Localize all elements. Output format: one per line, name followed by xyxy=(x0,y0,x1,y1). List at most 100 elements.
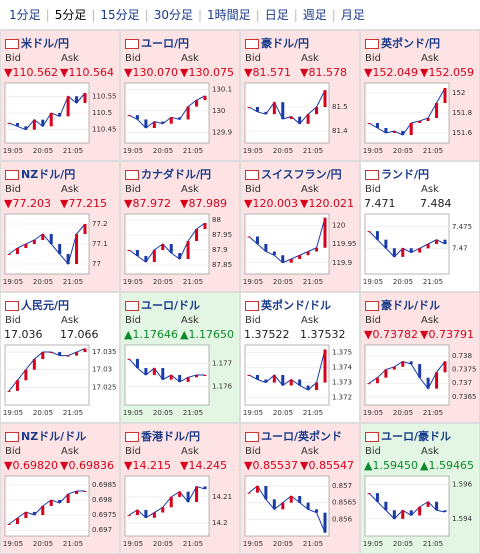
tab[interactable]: 1分足 xyxy=(9,8,41,22)
pair-title[interactable]: ユーロ/ドル xyxy=(125,297,200,313)
pair-title[interactable]: 英ポンド/円 xyxy=(365,35,440,51)
pair-title[interactable]: 豪ドル/ドル xyxy=(365,297,440,313)
candle xyxy=(24,512,28,518)
candle xyxy=(186,241,190,259)
candle xyxy=(178,253,182,259)
candle xyxy=(178,375,182,382)
trend-mark: ▲ xyxy=(180,328,189,341)
pair-title[interactable]: NZドル/ドル xyxy=(5,428,86,444)
candle xyxy=(247,375,251,376)
candle xyxy=(135,250,139,256)
candle xyxy=(418,248,422,253)
pair-title[interactable]: NZドル/円 xyxy=(5,166,75,182)
mini-chart: 110.55 110.5 110.45 19:05 20:05 21:05 xyxy=(3,82,117,155)
y-tick-label: 14.2 xyxy=(212,519,228,527)
tab[interactable]: 5分足 xyxy=(54,8,87,22)
pair-title[interactable]: 米ドル/円 xyxy=(5,35,69,51)
candle xyxy=(247,492,251,494)
candle xyxy=(195,229,199,241)
tab[interactable]: 日足 xyxy=(264,8,289,22)
bid-number: 130.070 xyxy=(132,66,178,79)
pair-title[interactable]: 人民元/円 xyxy=(5,297,69,313)
pair-title[interactable]: スイスフラン/円 xyxy=(245,166,342,182)
mini-chart: 0.738 0.7375 0.737 0.7365 19:05 20:05 21:05 xyxy=(363,344,477,417)
rate-tile: ユーロ/円 Bid Ask ▼130.070 ▼130.075 130.1 130 129.9… xyxy=(120,30,240,161)
bid-label: Bid xyxy=(5,53,21,64)
candle xyxy=(281,102,285,119)
trend-mark: ▼ xyxy=(364,328,373,341)
tab[interactable]: 15分足 xyxy=(100,8,140,22)
ask-value: 7.484 xyxy=(420,197,452,210)
candle xyxy=(49,234,53,244)
price-line xyxy=(248,217,326,264)
y-tick-label: 130.1 xyxy=(212,85,232,93)
candle xyxy=(298,496,302,503)
candle xyxy=(203,223,207,229)
tab[interactable]: 30分足 xyxy=(153,8,193,22)
candle xyxy=(443,361,447,373)
x-tick-label: 21:05 xyxy=(423,540,443,548)
x-tick-label: 21:05 xyxy=(63,409,83,417)
pair-title[interactable]: カナダドル/円 xyxy=(125,166,211,182)
pair-title[interactable]: ユーロ/豪ドル xyxy=(365,428,451,444)
candle xyxy=(298,255,302,259)
ask-value: ▼120.021 xyxy=(300,197,354,210)
x-tick-label: 21:05 xyxy=(303,147,323,155)
ask-value: ▼77.215 xyxy=(60,197,107,210)
candle xyxy=(186,106,190,120)
separator: | xyxy=(45,7,50,22)
bid-number: 0.69820 xyxy=(12,459,58,472)
x-tick-label: 21:05 xyxy=(63,147,83,155)
x-tick-label: 20:05 xyxy=(273,409,293,417)
bid-value: ▼0.85537 xyxy=(244,459,298,472)
y-tick-label: 0.8565 xyxy=(332,499,357,507)
trend-mark: ▼ xyxy=(300,197,309,210)
ask-label: Ask xyxy=(181,446,199,457)
pair-name: 米ドル/円 xyxy=(21,37,70,50)
price-line xyxy=(368,360,446,390)
ask-value: ▼81.578 xyxy=(300,66,347,79)
ask-number: 81.578 xyxy=(308,66,347,79)
candle xyxy=(264,379,268,383)
mini-chart: 152 151.8 151.6 19:05 20:05 21:05 xyxy=(363,82,473,155)
x-tick-label: 19:05 xyxy=(123,278,143,286)
plot-area xyxy=(4,475,90,537)
y-tick-label: 0.738 xyxy=(452,352,472,360)
candle xyxy=(306,385,310,390)
x-tick-label: 21:05 xyxy=(423,278,443,286)
bid-number: 152.049 xyxy=(372,66,418,79)
candle xyxy=(426,244,430,249)
x-tick-label: 19:05 xyxy=(243,540,263,548)
tab[interactable]: 月足 xyxy=(340,8,365,22)
x-tick-label: 21:05 xyxy=(183,540,203,548)
candle xyxy=(426,377,430,389)
x-tick-label: 19:05 xyxy=(123,147,143,155)
pair-title[interactable]: ユーロ/英ポンド xyxy=(245,428,342,444)
tab[interactable]: 週足 xyxy=(302,8,327,22)
pair-title[interactable]: 豪ドル/円 xyxy=(245,35,309,51)
ask-number: 152.059 xyxy=(428,66,474,79)
candle xyxy=(289,259,293,263)
y-tick-label: 0.698 xyxy=(92,496,112,504)
candle xyxy=(178,117,182,120)
ask-number: 77.215 xyxy=(68,197,107,210)
candle xyxy=(7,123,11,124)
pair-title[interactable]: ランド/円 xyxy=(365,166,429,182)
x-tick-label: 21:05 xyxy=(423,147,443,155)
candle xyxy=(264,486,268,500)
tab[interactable]: 1時間足 xyxy=(207,8,251,22)
y-tick-label: 17.025 xyxy=(92,383,117,391)
candle xyxy=(443,510,447,512)
candle xyxy=(75,96,79,103)
x-tick-label: 21:05 xyxy=(183,409,203,417)
candle xyxy=(41,234,45,240)
flag-icon xyxy=(5,39,19,49)
ask-number: 120.021 xyxy=(308,197,354,210)
pair-title[interactable]: 香港ドル/円 xyxy=(125,428,200,444)
candle xyxy=(32,512,36,515)
candle xyxy=(24,369,28,381)
candle xyxy=(152,368,156,375)
pair-title[interactable]: 英ポンド/ドル xyxy=(245,297,331,313)
pair-title[interactable]: ユーロ/円 xyxy=(125,35,189,51)
candle xyxy=(443,88,447,103)
